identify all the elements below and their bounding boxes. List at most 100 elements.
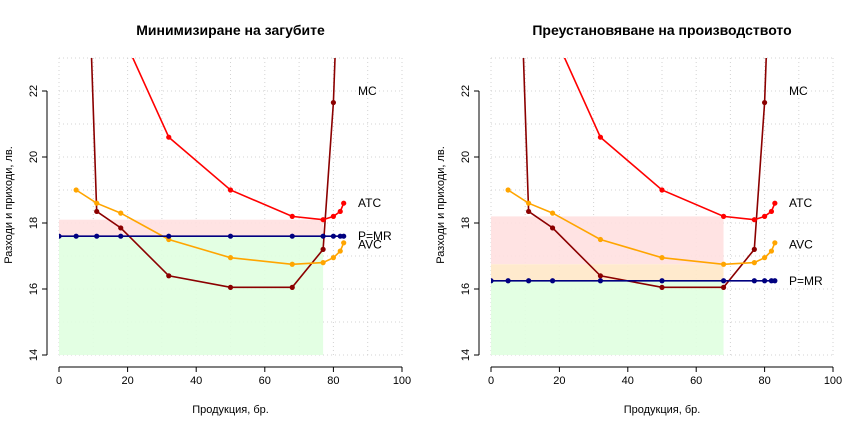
data-point-avc	[549, 210, 556, 216]
data-point-atc	[227, 187, 234, 193]
data-point-pmr	[526, 278, 532, 284]
series-label-pmr: P=MR	[358, 229, 392, 243]
series-label-atc: ATC	[358, 196, 381, 210]
data-point-avc	[720, 261, 727, 267]
x-tick-label: 20	[121, 375, 133, 387]
x-tick-label: 100	[824, 375, 842, 387]
variable-cost-loss-area	[491, 264, 724, 281]
data-point-avc	[94, 200, 100, 206]
data-point-pmr	[166, 233, 172, 239]
x-tick-label: 80	[758, 375, 770, 387]
data-point-avc	[330, 255, 336, 261]
series-label-atc: ATC	[789, 196, 812, 210]
x-axis-label: Продукция, бр.	[624, 404, 701, 416]
y-tick-label: 16	[460, 283, 472, 295]
data-point-atc	[762, 213, 768, 219]
data-point-atc	[330, 213, 336, 219]
data-point-pmr	[320, 233, 326, 239]
data-point-mc	[659, 284, 665, 290]
y-tick-label: 20	[28, 151, 40, 163]
y-tick-label: 18	[460, 217, 472, 229]
data-point-mc	[597, 273, 604, 279]
data-point-avc	[751, 260, 757, 266]
axes	[42, 90, 403, 372]
data-point-avc	[73, 187, 79, 193]
data-point-avc	[227, 255, 234, 261]
data-point-atc	[289, 213, 295, 219]
data-point-mc	[526, 208, 532, 215]
chart-title: Преустановяване на производството	[532, 22, 791, 38]
data-point-pmr	[341, 233, 347, 239]
data-point-avc	[768, 248, 775, 254]
data-point-pmr	[289, 233, 295, 239]
data-point-pmr	[549, 278, 556, 284]
revenue-area	[59, 236, 324, 355]
data-point-avc	[505, 187, 511, 193]
series-line-avc	[507, 189, 776, 266]
shaded-areas	[59, 219, 324, 355]
data-point-pmr	[751, 278, 757, 284]
shaded-areas	[491, 216, 724, 355]
x-tick-label: 0	[56, 375, 62, 387]
data-point-pmr	[772, 278, 778, 284]
data-point-atc	[659, 187, 665, 193]
data-point-pmr	[505, 278, 511, 284]
x-tick-label: 40	[622, 375, 634, 387]
data-point-avc	[320, 260, 326, 266]
data-point-mc	[118, 225, 124, 231]
y-tick-label: 22	[28, 85, 40, 97]
data-point-atc	[597, 134, 604, 140]
y-axis-label: Разходи и приходи, лв.	[435, 146, 447, 264]
data-point-atc	[341, 200, 347, 206]
y-tick-label: 18	[28, 217, 40, 229]
loss-area	[59, 219, 324, 237]
data-point-mc	[320, 246, 326, 252]
y-tick-label: 16	[28, 283, 40, 295]
chart-title: Минимизиране на загубите	[136, 22, 325, 38]
x-axis-label: Продукция, бр.	[192, 404, 269, 416]
y-axis-label: Разходи и приходи, лв.	[3, 146, 15, 264]
y-tick-label: 22	[460, 85, 472, 97]
data-point-avc	[118, 210, 124, 216]
data-point-pmr	[59, 233, 62, 239]
data-point-pmr	[659, 278, 665, 284]
x-tick-label: 60	[259, 375, 271, 387]
data-point-pmr	[227, 233, 234, 239]
axes	[474, 90, 834, 372]
data-point-mc	[166, 273, 172, 279]
grid	[490, 57, 834, 356]
fixed-cost-loss-area	[491, 216, 724, 265]
series-line-atc	[131, 58, 345, 221]
data-point-mc	[762, 99, 768, 106]
x-tick-label: 80	[327, 375, 339, 387]
data-point-mc	[289, 284, 295, 290]
data-point-avc	[772, 240, 778, 246]
data-point-mc	[330, 99, 336, 106]
y-tick-label: 14	[460, 349, 472, 361]
series-label-avc: AVC	[789, 237, 813, 251]
data-point-avc	[341, 240, 347, 246]
series-label-pmr: P=MR	[789, 274, 823, 288]
data-point-mc	[751, 246, 757, 252]
x-tick-label: 0	[488, 375, 494, 387]
data-point-avc	[526, 200, 532, 206]
data-point-mc	[720, 284, 727, 290]
data-point-pmr	[94, 233, 100, 239]
data-point-mc	[94, 208, 100, 215]
data-point-avc	[762, 255, 768, 261]
data-point-atc	[751, 217, 757, 223]
data-point-pmr	[491, 278, 494, 284]
data-point-atc	[337, 208, 343, 215]
y-tick-label: 20	[460, 151, 472, 163]
data-point-pmr	[597, 278, 604, 284]
data-point-avc	[659, 255, 665, 261]
x-tick-label: 100	[393, 375, 411, 387]
data-point-pmr	[720, 278, 727, 284]
y-tick-label: 14	[28, 349, 40, 361]
data-point-pmr	[73, 233, 79, 239]
series-line-atc	[563, 58, 776, 221]
data-point-atc	[772, 200, 778, 206]
